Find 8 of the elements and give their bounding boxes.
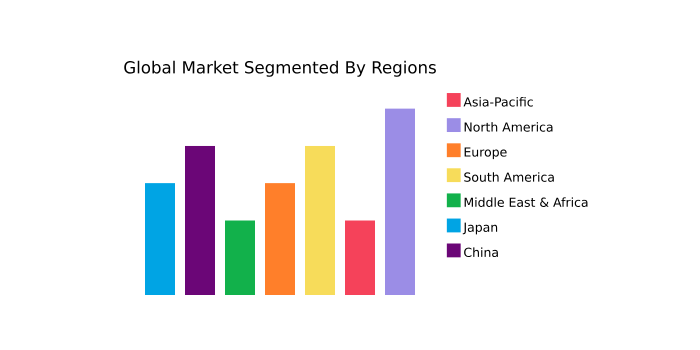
chart-title: Global Market Segmented By Regions — [124, 60, 436, 77]
legend-label: South America — [464, 172, 554, 182]
legend-label: China — [464, 247, 498, 258]
legend-label: Middle East & Africa — [464, 197, 588, 207]
legend-label: Asia-Pacific — [464, 96, 533, 107]
legend-label: North America — [464, 122, 552, 132]
legend-label: Europe — [464, 147, 507, 160]
legend-label: Japan — [462, 222, 498, 234]
